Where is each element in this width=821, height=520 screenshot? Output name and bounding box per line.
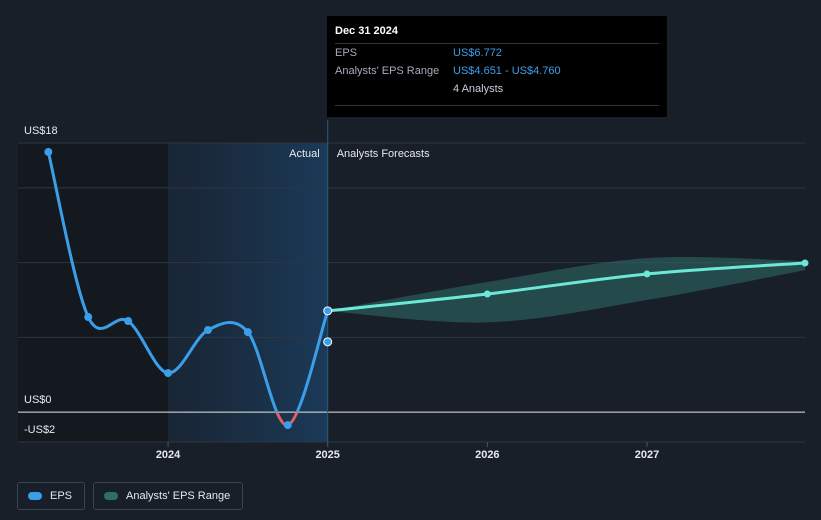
eps-point — [44, 147, 53, 156]
eps-point — [124, 317, 133, 326]
forecast-point — [801, 259, 809, 267]
highlight-band — [168, 143, 328, 442]
eps-point — [84, 313, 93, 322]
tooltip-label: Analysts' EPS Range — [335, 65, 440, 77]
consensus-point — [323, 337, 333, 347]
forecast-line — [327, 261, 806, 313]
tooltip: Dec 31 2024 EPS US$6.772 Analysts' EPS Ra… — [327, 16, 667, 117]
tooltip-value: US$6.772 — [453, 47, 502, 59]
range-band — [327, 257, 805, 323]
region-label: Actual — [289, 148, 320, 160]
forecast-point — [483, 290, 491, 298]
x-tick-label: 2025 — [315, 449, 339, 461]
region-label: Analysts Forecasts — [337, 148, 430, 160]
y-tick-label: US$0 — [24, 394, 52, 406]
y-tick-label: -US$2 — [24, 424, 55, 436]
legend-swatch — [104, 492, 119, 500]
tooltip-label: EPS — [335, 47, 358, 59]
tooltip-value: US$4.651 - US$4.760 — [453, 65, 561, 77]
tooltip-date: Dec 31 2024 — [335, 25, 398, 37]
forecast-point — [323, 306, 333, 316]
x-tick-label: 2026 — [475, 449, 499, 461]
past-shade — [18, 143, 169, 442]
legend-item[interactable]: Analysts' EPS Range — [93, 482, 244, 510]
tooltip-value: 4 Analysts — [453, 83, 504, 95]
legend-swatch — [28, 492, 42, 500]
x-tick-label: 2024 — [156, 449, 181, 461]
eps-point — [243, 328, 252, 337]
chart: -US$2 US$0 US$18 2024 2025 2026 2027 Actual Anal… — [18, 120, 809, 461]
legend-item[interactable]: EPS — [17, 482, 86, 510]
legend: EPS Analysts' EPS Range — [17, 482, 244, 510]
x-tick-label: 2027 — [635, 449, 659, 461]
y-tick-label: US$18 — [24, 125, 58, 137]
eps-point — [203, 326, 212, 335]
eps-point — [283, 421, 292, 430]
forecast-point — [643, 270, 651, 278]
legend-label: Analysts' EPS Range — [126, 490, 231, 502]
legend-label: EPS — [50, 490, 73, 502]
eps-point — [164, 369, 173, 378]
